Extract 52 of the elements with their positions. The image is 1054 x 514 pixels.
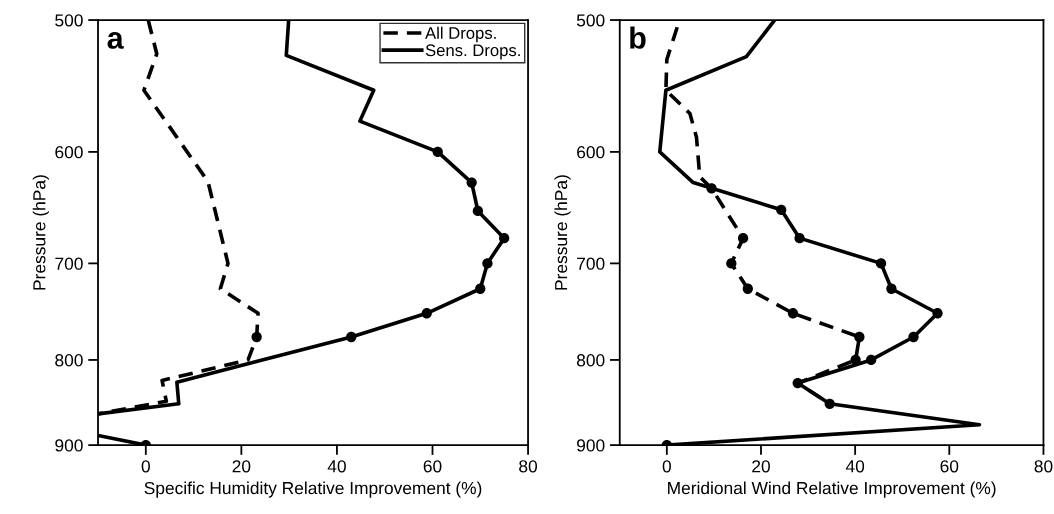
x-tick-label: 20 — [232, 460, 251, 473]
point — [908, 331, 919, 343]
point — [854, 331, 865, 343]
point — [482, 258, 493, 269]
point — [726, 258, 737, 269]
x-tick-label: 20 — [752, 460, 770, 473]
y-tick-label: 900 — [577, 439, 605, 452]
point — [737, 233, 749, 244]
y-axis-title: Pressure (hPa) — [32, 175, 49, 290]
point — [787, 308, 799, 319]
y-tick-label: 600 — [577, 146, 605, 159]
x-axis-title: Specific Humidity Relative Improvement (%) — [144, 481, 482, 498]
x-axis-title: Meridional Wind Relative Improvement (%) — [668, 481, 996, 498]
point — [472, 205, 484, 217]
point — [792, 377, 803, 389]
x-tick-label: 0 — [141, 460, 150, 473]
point — [432, 146, 443, 158]
y-tick-label: 600 — [55, 146, 83, 159]
point — [794, 233, 805, 244]
x-tick-label: 60 — [940, 460, 959, 473]
x-tick-label: 40 — [327, 460, 346, 473]
x-tick-label: 80 — [1034, 460, 1053, 473]
point — [875, 258, 887, 269]
point — [346, 331, 357, 343]
point — [251, 331, 262, 343]
y-tick-label: 500 — [576, 14, 605, 27]
legend-label: All Drops. — [425, 26, 496, 43]
point — [421, 308, 432, 319]
point — [824, 398, 835, 409]
annotation: a — [107, 32, 124, 49]
point — [466, 177, 477, 188]
y-tick-label: 800 — [55, 354, 83, 367]
point — [706, 183, 717, 194]
y-tick-label: 800 — [576, 354, 605, 367]
point — [886, 283, 897, 294]
legend-label: Sens. Drops. — [425, 44, 520, 60]
y-tick-label: 900 — [55, 439, 83, 452]
point — [932, 308, 943, 319]
y-tick-label: 700 — [55, 257, 83, 270]
point — [499, 233, 510, 244]
x-tick-label: 0 — [662, 460, 671, 473]
x-tick-label: 40 — [845, 460, 865, 473]
y-axis-title: Pressure (hPa) — [554, 175, 571, 290]
y-tick-label: 500 — [55, 14, 83, 27]
point — [776, 204, 787, 215]
x-tick-label: 60 — [423, 460, 442, 473]
annotation: b — [630, 26, 646, 49]
point — [475, 283, 486, 294]
y-tick-label: 700 — [577, 257, 605, 270]
point — [742, 283, 753, 294]
x-tick-label: 80 — [519, 460, 538, 473]
point — [866, 354, 877, 366]
